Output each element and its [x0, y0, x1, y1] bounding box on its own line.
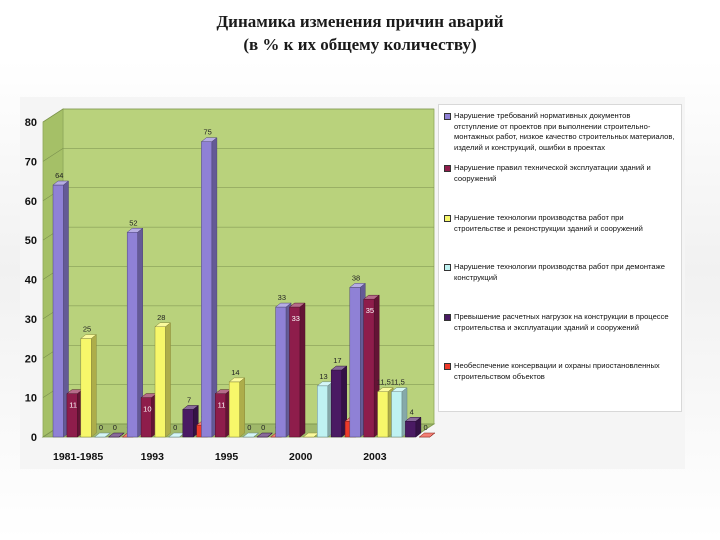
- legend-swatch: [444, 113, 451, 120]
- bar: [289, 306, 301, 438]
- bar: [126, 232, 138, 438]
- bar: [275, 306, 287, 438]
- bar: [363, 298, 375, 438]
- y-tick-label: 10: [25, 393, 37, 405]
- data-label: 0: [113, 423, 117, 432]
- legend-swatch: [444, 215, 451, 222]
- legend-label: Нарушение требований нормативных докумен…: [454, 111, 675, 152]
- legend-label: Необеспечение консервации и охраны приос…: [454, 361, 660, 381]
- data-label: 35: [366, 306, 374, 315]
- data-label: 0: [99, 423, 103, 432]
- gridline: [42, 108, 434, 123]
- bar: [182, 409, 194, 438]
- x-tick-label: 1995: [215, 451, 239, 463]
- data-label: 25: [83, 325, 91, 334]
- bar: [154, 326, 166, 438]
- data-label: 33: [292, 314, 300, 323]
- legend-label: Нарушение технологии производства работ …: [454, 213, 643, 233]
- y-tick-label: 20: [25, 353, 37, 365]
- legend-label: Нарушение технологии производства работ …: [454, 262, 665, 282]
- legend-swatch: [444, 264, 451, 271]
- chart-legend: Нарушение требований нормативных докумен…: [438, 104, 682, 412]
- x-tick-label: 1993: [141, 451, 165, 463]
- legend-swatch: [444, 165, 451, 172]
- bar: [391, 391, 403, 438]
- bar: [228, 381, 240, 438]
- y-tick-label: 30: [25, 314, 37, 326]
- bar: [52, 184, 64, 438]
- y-tick-label: 40: [25, 275, 37, 287]
- bar: [330, 369, 342, 438]
- y-tick-label: 60: [25, 196, 37, 208]
- data-label: 10: [143, 405, 151, 414]
- data-label: 0: [423, 423, 427, 432]
- data-label: 0: [261, 423, 265, 432]
- bar: [140, 397, 152, 438]
- bar: [80, 338, 92, 438]
- data-label: 14: [231, 368, 239, 377]
- bar-side: [415, 416, 422, 438]
- data-label: 52: [129, 218, 137, 227]
- data-label: 11: [218, 401, 226, 410]
- bar-side: [299, 302, 306, 438]
- bar-side: [118, 432, 125, 438]
- bar: [317, 385, 329, 438]
- title-line-2: (в % к их общему количеству): [243, 35, 477, 54]
- bar-side: [91, 334, 97, 438]
- x-tick-label: 1981-1985: [53, 451, 103, 463]
- bar: [201, 141, 213, 438]
- data-label: 0: [247, 423, 251, 432]
- data-label: 11,5: [391, 378, 405, 387]
- bar-side: [429, 432, 435, 438]
- data-label: 64: [55, 171, 63, 180]
- bar-side: [211, 137, 218, 438]
- data-label: 17: [333, 356, 341, 365]
- bar: [349, 287, 361, 438]
- title-line-1: Динамика изменения причин аварий: [216, 12, 504, 31]
- data-label: 13: [319, 372, 327, 381]
- data-label: 33: [278, 293, 286, 302]
- data-label: 11,5: [377, 378, 391, 387]
- bar: [377, 391, 389, 438]
- data-label: 38: [352, 273, 360, 282]
- data-label: 11: [69, 401, 77, 410]
- bar-side: [105, 432, 111, 438]
- data-label: 28: [157, 313, 165, 322]
- bar-side: [267, 432, 273, 438]
- y-tick-label: 70: [25, 156, 37, 168]
- data-label: 4: [410, 407, 414, 416]
- legend-swatch: [444, 314, 451, 321]
- data-label: 0: [173, 423, 177, 432]
- legend-label: Нарушение правил технической эксплуатаци…: [454, 163, 651, 183]
- data-label: 75: [203, 128, 211, 137]
- legend-label: Превышение расчетных нагрузок на констру…: [454, 312, 669, 332]
- legend-swatch: [444, 363, 451, 370]
- data-label: 7: [187, 395, 191, 404]
- bar: [405, 421, 417, 438]
- y-tick-label: 50: [25, 235, 37, 247]
- y-tick-label: 0: [31, 432, 37, 444]
- slide-title: Динамика изменения причин аварий (в % к …: [0, 10, 720, 56]
- gridline: [42, 148, 434, 162]
- bar-side: [165, 322, 171, 438]
- bar-side: [239, 377, 245, 438]
- bar-side: [253, 432, 259, 438]
- x-tick-label: 2003: [363, 451, 387, 463]
- y-tick-label: 80: [25, 117, 37, 129]
- x-tick-label: 2000: [289, 451, 313, 463]
